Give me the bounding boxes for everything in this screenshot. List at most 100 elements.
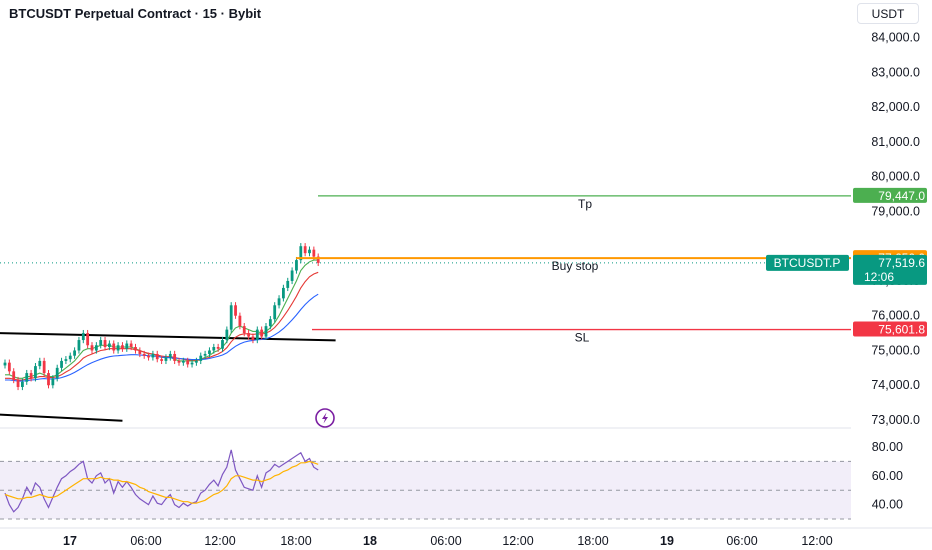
- candle-body: [268, 319, 272, 327]
- candle-body: [151, 353, 155, 358]
- price-axis-level-badge: 75,601.8: [853, 321, 927, 337]
- candle-body: [94, 345, 98, 351]
- price-axis-tick-label: 83,000.0: [871, 65, 920, 79]
- oscillator-line: [4, 460, 319, 504]
- candle-body: [142, 353, 146, 356]
- candle-body: [264, 326, 268, 337]
- candle-body: [86, 333, 90, 346]
- price-axis-tick-label: 76,000.0: [871, 309, 920, 323]
- candle-body: [277, 298, 281, 306]
- candle-body: [47, 373, 50, 386]
- candle-body: [260, 329, 264, 337]
- candle-body: [3, 362, 7, 366]
- candle-body: [208, 350, 211, 354]
- candle-body: [290, 270, 294, 281]
- candle-body: [90, 345, 94, 351]
- candle-body: [42, 360, 46, 374]
- symbol-badge-label: BTCUSDT.P: [774, 256, 841, 270]
- candle-body: [303, 246, 307, 254]
- candle-body: [238, 315, 242, 327]
- candle-body: [129, 343, 133, 348]
- candle-body: [99, 340, 103, 346]
- candle-body: [195, 360, 198, 363]
- price-axis-tick-label: 73,000.0: [871, 413, 920, 427]
- candle-body: [164, 357, 168, 361]
- time-axis-tick-label: 17: [63, 534, 77, 548]
- level-badge-label: 75,601.8: [878, 323, 925, 337]
- candle-body: [316, 256, 320, 263]
- price-axis-tick-label: 81,000.0: [871, 135, 920, 149]
- level-badge-background: [853, 321, 927, 337]
- candle-body: [221, 340, 224, 349]
- time-axis-tick-label: 12:00: [204, 534, 235, 548]
- trendline: [0, 332, 336, 342]
- time-axis-tick-label: 06:00: [130, 534, 161, 548]
- candle-body: [216, 347, 220, 349]
- candle-body: [155, 353, 159, 360]
- candle-body: [68, 355, 72, 360]
- last-price-badge-background: [853, 254, 927, 285]
- candle-body: [177, 360, 181, 363]
- last-price-label: 77,519.6: [878, 256, 925, 270]
- price-axis-tick-label: 75,000.0: [871, 343, 920, 357]
- candle-body: [173, 353, 177, 361]
- candle-body: [255, 329, 259, 341]
- candle-body: [16, 380, 20, 387]
- candle-body: [212, 347, 216, 351]
- candle-body: [21, 381, 24, 387]
- candle-body: [190, 362, 194, 365]
- time-axis-tick-label: 06:00: [430, 534, 461, 548]
- oscillator-axis-tick-label: 60.00: [872, 469, 903, 483]
- time-axis-tick-label: 06:00: [726, 534, 757, 548]
- time-axis-tick-label: 18:00: [577, 534, 608, 548]
- price-axis-tick-label: 82,000.0: [871, 100, 920, 114]
- symbol-badge-background: [766, 254, 849, 271]
- candle-body: [186, 360, 190, 365]
- candle-body: [134, 347, 137, 351]
- candle-body: [64, 359, 68, 361]
- currency-button[interactable]: USDT: [857, 3, 919, 24]
- candle-body: [168, 353, 172, 358]
- oscillator-axis-tick-label: 80.00: [872, 440, 903, 454]
- candle-body: [25, 373, 29, 382]
- candle-body: [160, 359, 163, 361]
- candle-body: [116, 345, 120, 351]
- time-axis-tick-label: 12:00: [502, 534, 533, 548]
- candle-body: [121, 345, 124, 349]
- candle-body: [108, 343, 111, 348]
- chart-title: BTCUSDT Perpetual Contract · 15 · Bybit: [9, 6, 262, 21]
- time-axis-tick-label: 18:00: [280, 534, 311, 548]
- oscillator-axis-tick-label: 40.00: [872, 498, 903, 512]
- lightning-bolt-icon[interactable]: [315, 408, 335, 428]
- candle-body: [242, 326, 246, 334]
- candle-body: [55, 367, 59, 379]
- candle-body: [181, 360, 185, 363]
- candle-body: [251, 336, 255, 341]
- candle-body: [203, 353, 207, 356]
- candle-body: [103, 340, 107, 348]
- level-label: Buy stop: [552, 259, 599, 273]
- candle-body: [273, 305, 277, 320]
- candle-body: [229, 305, 233, 330]
- price-axis-tick-label: 80,000.0: [871, 170, 920, 184]
- candle-body: [234, 305, 237, 316]
- candle-body: [286, 280, 290, 288]
- price-axis-tick-label: 79,000.0: [871, 204, 920, 218]
- candle-body: [29, 373, 33, 379]
- time-axis-tick-label: 12:00: [801, 534, 832, 548]
- candle-body: [247, 333, 250, 337]
- trendline: [0, 413, 123, 422]
- candle-body: [295, 260, 298, 271]
- level-badge-background: [853, 187, 927, 203]
- candle-body: [299, 246, 303, 261]
- candle-body: [225, 329, 229, 341]
- candle-body: [77, 340, 81, 351]
- candle-body: [112, 343, 116, 351]
- candle-body: [60, 360, 63, 368]
- level-label: SL: [575, 331, 590, 345]
- candle-body: [312, 249, 316, 257]
- candle-body: [282, 287, 285, 299]
- time-axis-tick-label: 19: [660, 534, 674, 548]
- level-badge-label: 79,447.0: [878, 189, 925, 203]
